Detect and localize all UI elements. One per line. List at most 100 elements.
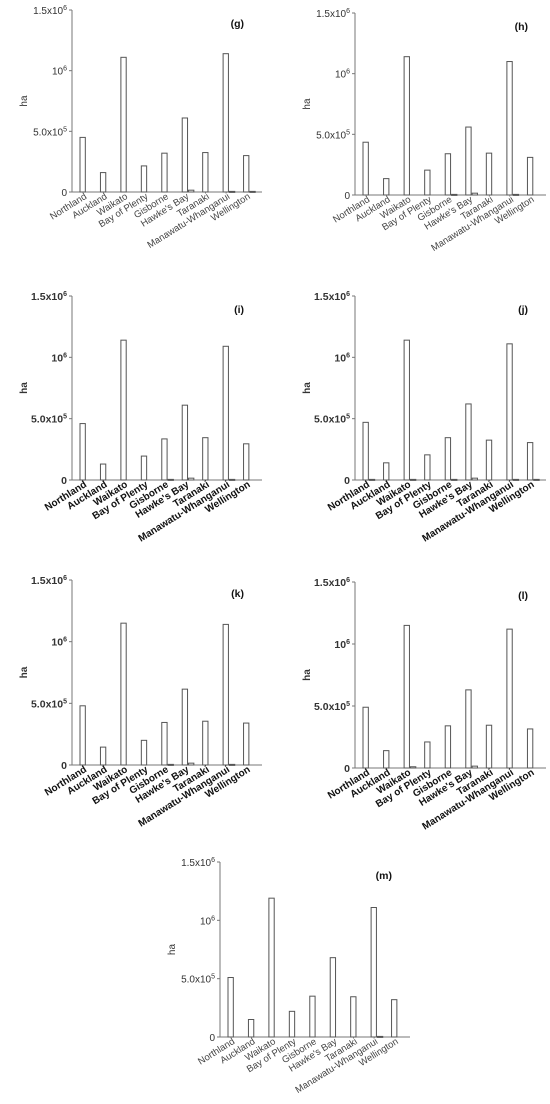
bar-manawatu-whanganui-s1 <box>370 907 377 1038</box>
bar-manawatu-whanganui-s2 <box>228 190 236 193</box>
bar-northland-s1 <box>79 423 86 481</box>
bar-manawatu-whanganui-s1 <box>222 623 229 766</box>
bar-waikato-s1 <box>120 622 127 766</box>
bar-bay-of-plenty-s1 <box>288 1010 296 1038</box>
panel-label: (k) <box>231 588 244 600</box>
y-axis-label: ha <box>19 95 30 107</box>
chart-panel-m: 05.0x1051061.5x106ha(m)NorthlandAuckland… <box>167 857 410 1096</box>
bar-gisborne-s1 <box>309 995 316 1038</box>
y-tick-label: 1.5x106 <box>314 291 350 303</box>
y-tick-label: 0 <box>344 763 350 775</box>
bar-hawke-s-bay-s1 <box>465 126 472 196</box>
panel-label: (j) <box>518 304 528 316</box>
bar-manawatu-whanganui-s1 <box>222 53 229 193</box>
bar-auckland-s1 <box>99 172 107 193</box>
bar-auckland-s1 <box>99 463 107 481</box>
y-tick-label: 106 <box>334 639 350 651</box>
bar-waikato-s2 <box>409 478 417 481</box>
y-tick-label: 0 <box>61 475 67 487</box>
y-tick-label: 5.0x105 <box>181 974 215 986</box>
y-axis-label: ha <box>19 382 30 394</box>
panel-label: (i) <box>234 304 244 316</box>
bar-hawke-s-bay-s1 <box>465 689 472 769</box>
y-tick-label: 1.5x106 <box>181 857 215 869</box>
y-axis-label: ha <box>167 944 178 956</box>
y-tick-label: 0 <box>209 1033 215 1044</box>
bar-wellington-s1 <box>526 156 534 196</box>
bar-hawke-s-bay-s1 <box>181 117 189 193</box>
bar-manawatu-whanganui-s1 <box>506 343 513 481</box>
bar-waikato-s1 <box>120 339 127 481</box>
y-tick-label: 106 <box>335 69 350 81</box>
bar-taranaki-s1 <box>485 439 493 481</box>
chart-panel-g: 05.0x1051061.5x106ha(g)NorthlandAuckland… <box>19 5 262 251</box>
bar-wellington-s2 <box>533 478 540 481</box>
bar-hawke-s-bay-s2 <box>188 762 195 766</box>
bar-bay-of-plenty-s1 <box>424 169 431 196</box>
bar-manawatu-whanganui-s1 <box>222 345 229 481</box>
y-axis-label: ha <box>302 98 313 110</box>
y-tick-label: 1.5x106 <box>31 291 67 303</box>
bar-hawke-s-bay-s2 <box>471 477 478 481</box>
bar-gisborne-s1 <box>161 438 168 481</box>
bar-waikato-s1 <box>403 339 410 481</box>
bar-wellington-s1 <box>243 443 250 481</box>
bar-wellington-s1 <box>526 728 534 769</box>
panel-label: (m) <box>376 870 392 882</box>
y-tick-label: 1.5x106 <box>31 575 67 587</box>
y-axis-label: ha <box>302 669 313 681</box>
chart-panel-h: 05.0x1051061.5x106ha(h)NorthlandAuckland… <box>302 8 546 254</box>
bar-hawke-s-bay-s1 <box>181 688 189 766</box>
bar-northland-s1 <box>362 421 369 481</box>
y-tick-label: 0 <box>344 191 350 202</box>
bar-hawke-s-bay-s1 <box>181 404 189 481</box>
bar-gisborne-s2 <box>167 763 174 766</box>
y-tick-label: 106 <box>51 352 67 364</box>
bar-gisborne-s1 <box>444 725 452 769</box>
y-tick-label: 0 <box>61 188 67 199</box>
bar-hawke-s-bay-s1 <box>329 957 337 1038</box>
bar-gisborne-s1 <box>161 152 168 193</box>
bar-gisborne-s1 <box>161 721 168 766</box>
panel-label: (g) <box>231 18 244 30</box>
bar-hawke-s-bay-s2 <box>188 477 195 481</box>
bar-hawke-s-bay-s2 <box>188 189 195 193</box>
bar-wellington-s1 <box>243 155 250 193</box>
chart-panel-k: 05.0x1051061.5x106ha(k)NorthlandAuckland… <box>19 575 262 829</box>
bar-northland-s1 <box>79 136 86 193</box>
bar-manawatu-whanganui-s1 <box>506 61 513 196</box>
bar-bay-of-plenty-s1 <box>140 455 148 481</box>
bar-taranaki-s1 <box>202 152 209 193</box>
bar-bay-of-plenty-s1 <box>424 741 431 769</box>
bar-auckland-s1 <box>383 750 390 769</box>
bar-manawatu-whanganui-s1 <box>506 628 513 769</box>
y-tick-label: 106 <box>334 352 350 364</box>
y-tick-label: 1.5x106 <box>316 8 350 20</box>
bar-manawatu-whanganui-s2 <box>228 763 236 766</box>
bar-wellington-s2 <box>249 190 256 193</box>
bar-wellington-s1 <box>243 722 250 766</box>
bar-manawatu-whanganui-s2 <box>376 1035 384 1038</box>
y-axis-label: ha <box>19 666 30 678</box>
chart-panel-i: 05.0x1051061.5x106ha(i)NorthlandAuckland… <box>19 291 262 544</box>
bar-northland-s1 <box>227 977 234 1038</box>
y-tick-label: 5.0x105 <box>33 126 67 138</box>
bar-taranaki-s1 <box>350 996 357 1038</box>
y-tick-label: 5.0x105 <box>316 129 350 141</box>
y-tick-label: 1.5x106 <box>314 577 350 589</box>
bar-northland-s2 <box>368 478 376 481</box>
bar-auckland-s1 <box>383 462 390 481</box>
bar-wellington-s1 <box>526 442 534 481</box>
bar-hawke-s-bay-s2 <box>471 192 478 196</box>
bar-taranaki-s1 <box>485 152 493 196</box>
y-tick-label: 106 <box>51 637 67 649</box>
bar-gisborne-s2 <box>451 193 458 196</box>
bar-bay-of-plenty-s1 <box>424 454 431 481</box>
y-tick-label: 5.0x105 <box>31 414 67 426</box>
y-tick-label: 106 <box>52 66 67 78</box>
bar-waikato-s1 <box>120 56 127 193</box>
bar-taranaki-s1 <box>202 437 209 481</box>
panel-label: (h) <box>515 21 528 33</box>
y-tick-label: 0 <box>61 760 67 772</box>
bar-waikato-s2 <box>409 766 417 769</box>
